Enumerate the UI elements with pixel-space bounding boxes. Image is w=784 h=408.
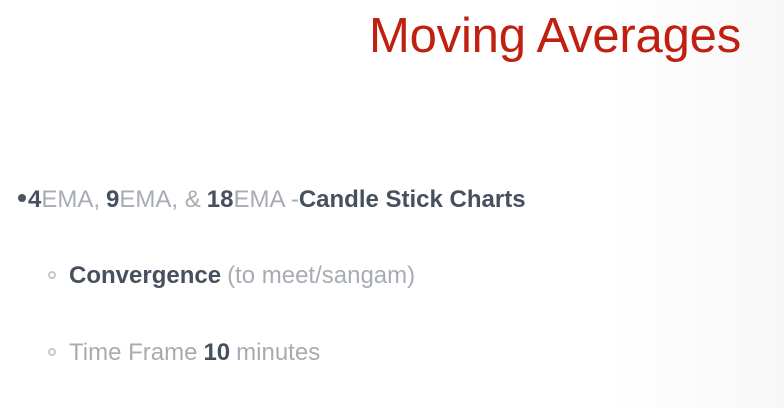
ema-bullet: 4 EMA, 9 EMA, & 18 EMA - Candle Stick Ch… xyxy=(18,186,526,214)
sub-bullet-circle-icon xyxy=(48,348,56,356)
chart-type-text: Candle Stick Charts xyxy=(298,186,526,213)
convergence-label: Convergence xyxy=(69,262,222,289)
ema9-label: EMA, & xyxy=(119,186,201,213)
time-frame-prefix: Time Frame xyxy=(69,339,198,366)
bullet-dot-icon xyxy=(18,194,26,202)
ema4-value: 4 xyxy=(28,186,42,213)
ema18-value: 18 xyxy=(206,186,234,213)
convergence-item: Convergence (to meet/sangam) xyxy=(48,262,415,290)
ema18-label: EMA - xyxy=(233,186,299,213)
ema4-label: EMA, xyxy=(41,186,101,213)
ema9-value: 9 xyxy=(106,186,120,213)
sub-bullet-circle-icon xyxy=(48,271,56,279)
time-frame-value: 10 xyxy=(203,339,231,366)
time-frame-item: Time Frame 10 minutes xyxy=(48,339,320,367)
time-frame-suffix: minutes xyxy=(236,339,321,366)
slide-title: Moving Averages xyxy=(369,9,741,63)
convergence-description: (to meet/sangam) xyxy=(227,262,416,289)
